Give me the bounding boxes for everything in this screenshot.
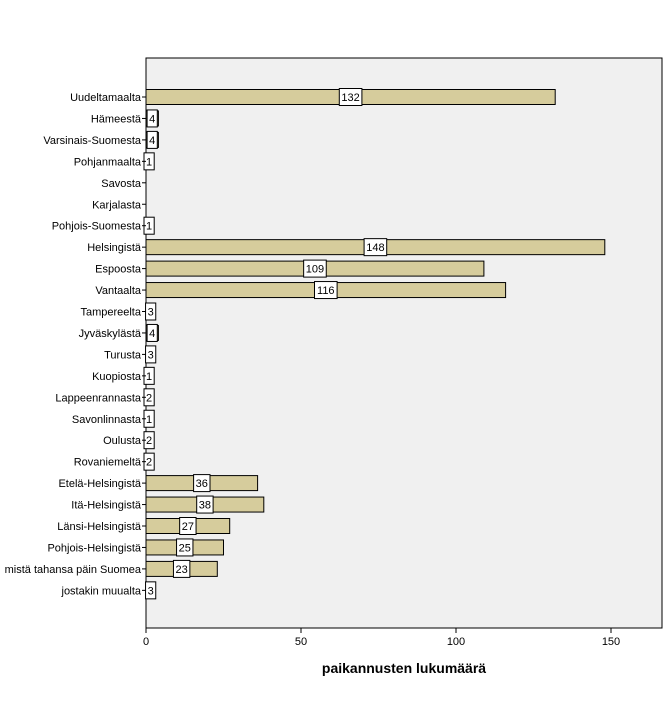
plot-area [145, 57, 663, 629]
category-label: Länsi-Helsingistä [57, 521, 142, 533]
data-label: 1 [146, 156, 152, 168]
category-label: Etelä-Helsingistä [58, 478, 141, 490]
data-label: 1 [146, 371, 152, 383]
category-label: Kuopiosta [92, 371, 142, 383]
x-axis-title: paikannusten lukumäärä [322, 660, 486, 676]
category-label: Oulusta [103, 435, 142, 447]
data-label: 3 [148, 585, 154, 597]
category-label: Varsinais-Suomesta [43, 135, 141, 147]
category-label: Pohjois-Helsingistä [47, 542, 141, 554]
data-label: 36 [196, 478, 208, 490]
category-labels: Uudeltamaalta Hämeestä Varsinais-Suomesta P… [5, 92, 146, 597]
x-axis: 0 50 100 150 [143, 628, 620, 648]
category-label: Savonlinnasta [72, 414, 142, 426]
data-label-box [172, 559, 191, 578]
data-label: 148 [366, 242, 384, 254]
x-tick-label: 0 [143, 636, 149, 648]
category-label: Karjalasta [92, 199, 142, 211]
category-label: Itä-Helsingistä [71, 500, 142, 512]
data-label: 2 [146, 457, 152, 469]
data-label: 4 [149, 135, 155, 147]
category-label: Tampereelta [80, 307, 141, 319]
data-label: 2 [146, 435, 152, 447]
data-label-box [179, 517, 197, 535]
data-label: 3 [148, 307, 154, 319]
category-label: Pohjois-Suomesta [52, 221, 142, 233]
category-label: Helsingistä [87, 242, 142, 254]
data-label-box [146, 130, 158, 149]
category-label: mistä tahansa päin Suomea [5, 564, 142, 576]
data-label-box [146, 109, 158, 128]
data-label-box [338, 88, 363, 106]
category-label: Turusta [104, 349, 142, 361]
category-label: Uudeltamaalta [70, 92, 142, 104]
data-label: 1 [146, 221, 152, 233]
data-label-box [146, 323, 158, 342]
category-label: Jyväskylästä [79, 328, 142, 340]
category-label: Pohjanmaalta [74, 156, 142, 168]
x-tick-label: 100 [447, 636, 465, 648]
category-label: Vantaalta [95, 285, 142, 297]
data-label: 2 [146, 392, 152, 404]
data-label: 1 [146, 414, 152, 426]
data-label: 27 [182, 521, 194, 533]
category-label: Espoosta [95, 264, 142, 276]
x-tick-label: 150 [602, 636, 620, 648]
category-label: jostakin muualta [61, 585, 142, 597]
data-label-box [196, 495, 214, 514]
category-label: Hämeestä [91, 113, 142, 125]
bars-group: 132 4 4 1 1 148 109 116 3 4 3 1 2 1 2 2 36 38 27 25 23 3 [143, 88, 606, 600]
data-label: 3 [148, 349, 154, 361]
data-label-box [303, 259, 327, 278]
data-label-box [314, 281, 338, 300]
data-label: 25 [179, 542, 191, 554]
data-label: 109 [306, 264, 324, 276]
data-label-box [176, 538, 194, 557]
data-label: 116 [317, 285, 335, 297]
data-label-box [193, 474, 211, 493]
category-label: Savosta [101, 178, 142, 190]
data-label: 23 [176, 564, 188, 576]
data-label: 132 [341, 92, 359, 104]
category-label: Lappeenrannasta [55, 392, 142, 404]
x-tick-label: 50 [295, 636, 307, 648]
data-label: 4 [149, 328, 155, 340]
data-label: 4 [149, 113, 155, 125]
category-label: Rovaniemeltä [74, 457, 142, 469]
data-label-box [363, 238, 388, 257]
data-label: 38 [199, 500, 211, 512]
